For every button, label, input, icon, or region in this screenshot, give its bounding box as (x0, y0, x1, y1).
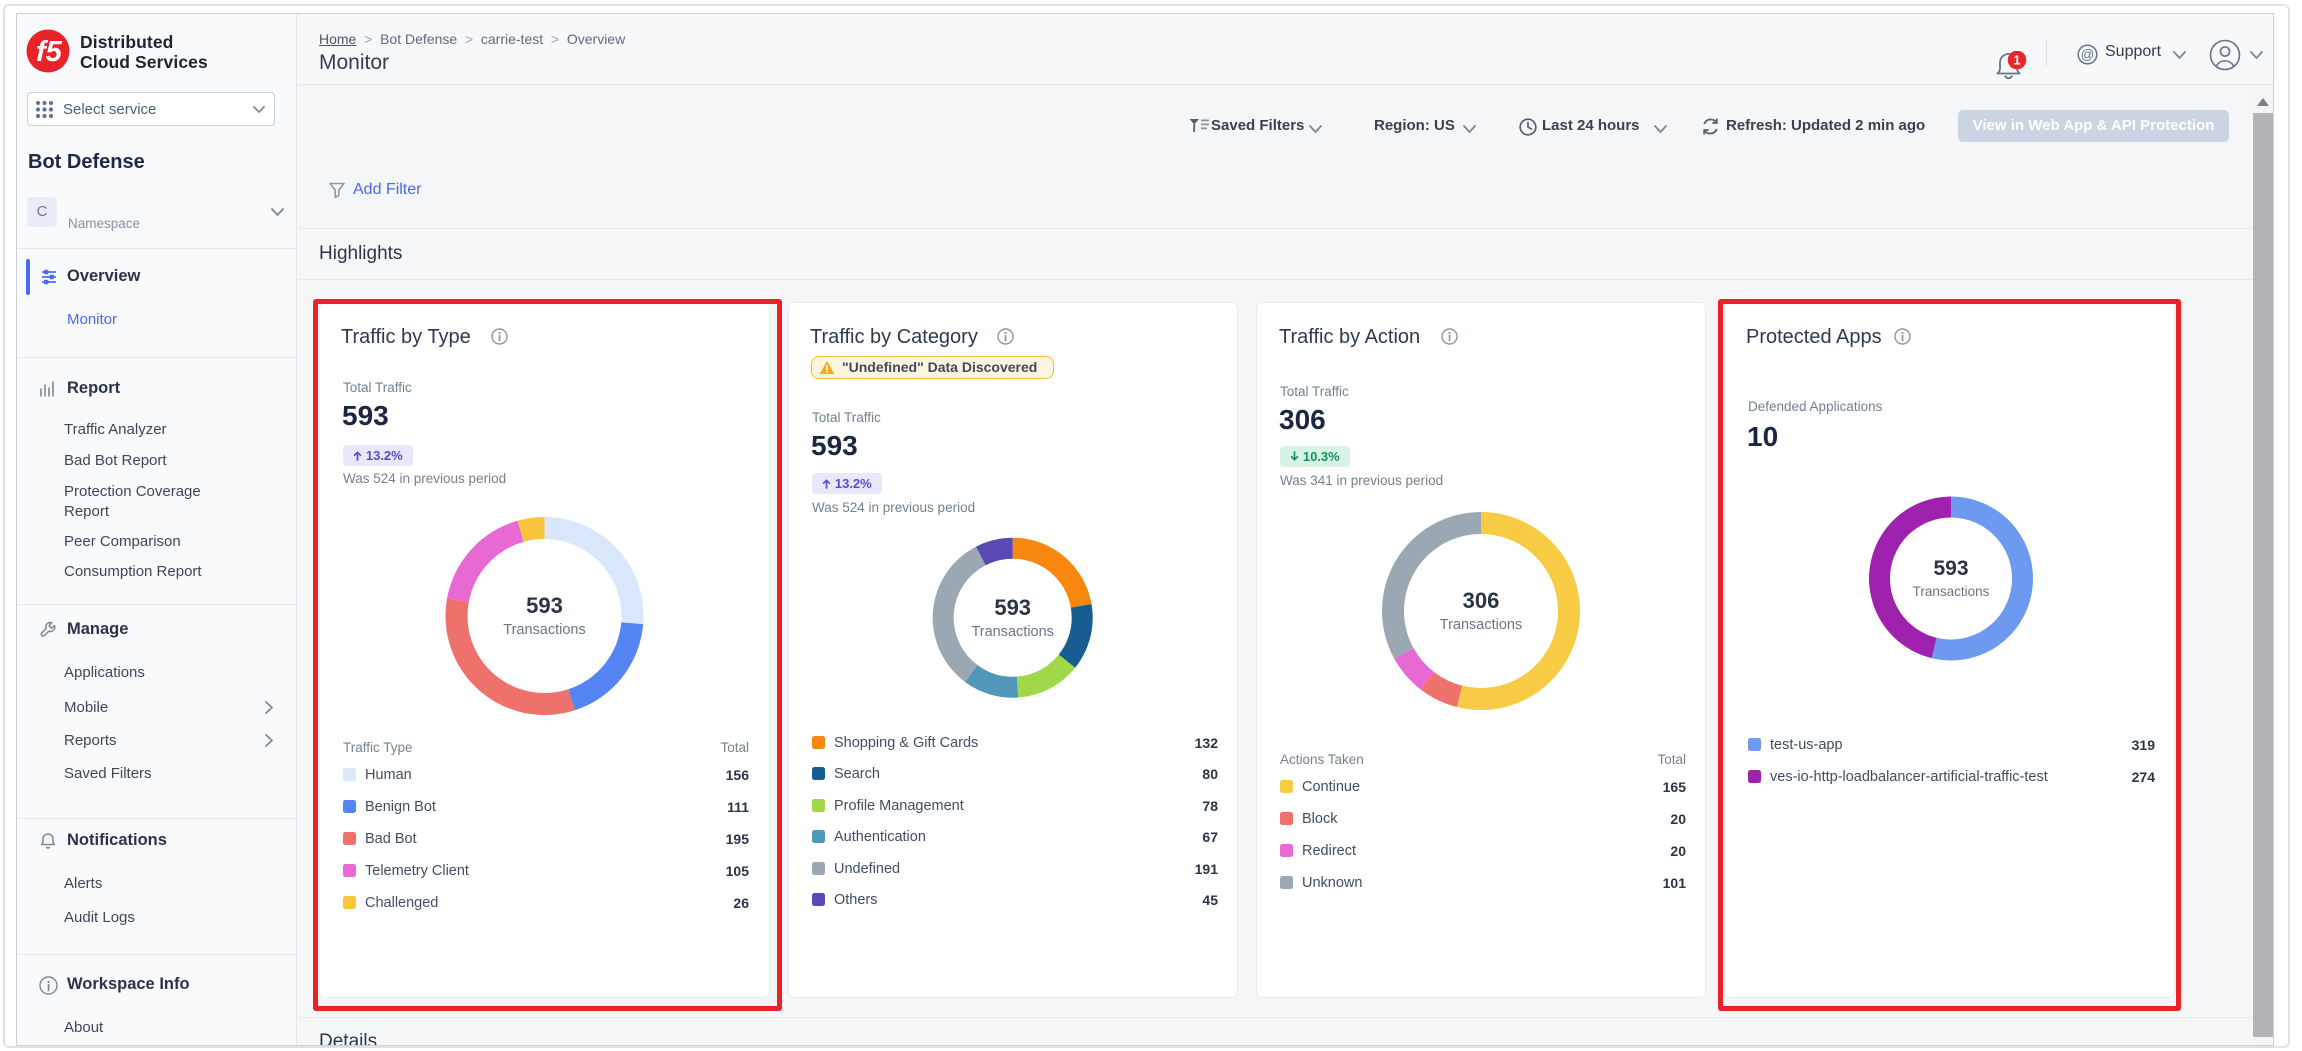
svg-text:@: @ (2081, 47, 2095, 62)
svg-text:f5: f5 (36, 36, 63, 68)
svg-text:1: 1 (2013, 53, 2020, 68)
